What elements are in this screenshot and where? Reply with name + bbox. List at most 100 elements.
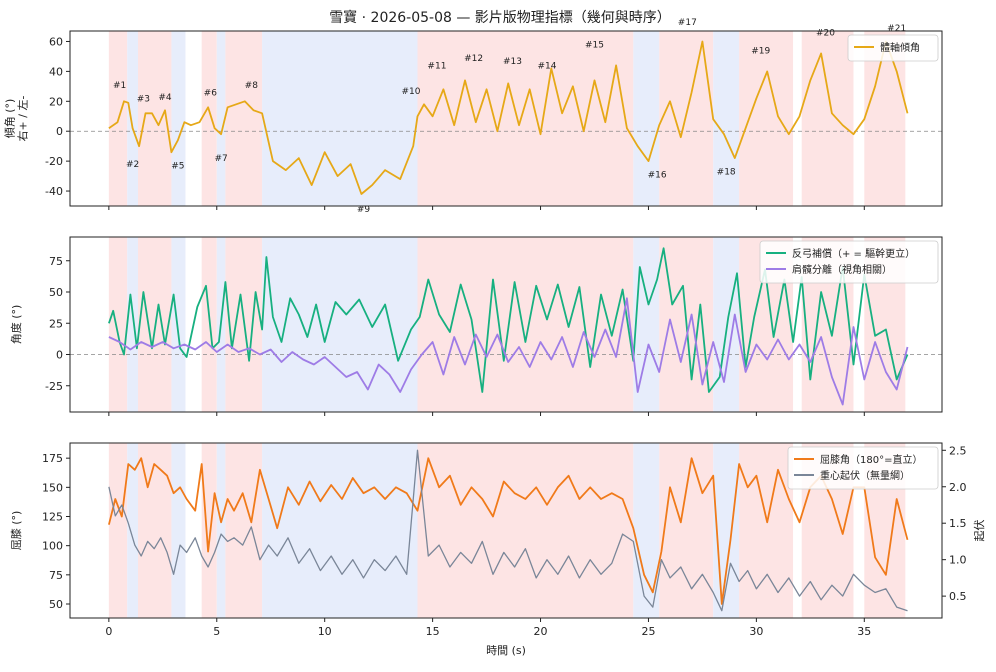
swing-marker-label: #19	[751, 46, 770, 56]
x-tick-label: 10	[318, 625, 332, 638]
panel-middle: -25 0 25 50 75 角度 (°) 反弓補償（+ = 驅幹更立） 肩髖分離（視角相關）	[9, 236, 943, 416]
swing-marker-label: #5	[171, 162, 184, 172]
swing-marker-label: #4	[158, 93, 172, 103]
swing-marker-label: #21	[887, 24, 906, 34]
swing-marker-label: #9	[357, 205, 371, 215]
phase-band-red	[417, 31, 634, 206]
legend-box	[787, 446, 939, 490]
phase-band-blue	[633, 237, 660, 412]
y-tick-label: 20	[49, 95, 63, 108]
phase-band-blue	[633, 443, 660, 618]
y-tick-label: 0	[56, 349, 63, 362]
legend-entry: 肩髖分離（視角相關）	[792, 263, 892, 276]
swing-marker-label: #2	[126, 160, 139, 170]
legend-entry: 重心起伏（無量綱）	[820, 469, 910, 482]
x-tick-label: 5	[213, 625, 220, 638]
y2-tick-label: 2.5	[949, 444, 967, 457]
y-tick-label: 50	[49, 286, 63, 299]
phase-band-red	[739, 443, 794, 618]
legend-box	[759, 240, 939, 284]
series-line-middle-0	[108, 247, 909, 393]
swing-marker-label: #3	[137, 94, 150, 104]
swing-marker-label: #12	[464, 54, 483, 64]
swing-marker-label: #13	[503, 57, 522, 67]
x-tick-label: 15	[426, 625, 440, 638]
x-tick-label: 35	[857, 625, 871, 638]
phase-band-blue	[127, 443, 138, 618]
swing-marker-label: #18	[717, 168, 736, 178]
series-line-bottom-1	[108, 449, 908, 612]
swing-marker-label: #6	[204, 88, 218, 98]
y-tick-label: -25	[45, 380, 63, 393]
phase-band-blue	[216, 443, 226, 618]
swing-marker-label: #14	[538, 61, 557, 71]
phase-band-blue	[262, 443, 418, 618]
y2-tick-label: 2.0	[949, 481, 967, 494]
y-axis-label: 屈膝 (°)	[10, 511, 23, 551]
phase-band-red	[225, 443, 263, 618]
figure-title: 雪寶 · 2026-05-08 — 影片版物理指標（幾何與時序）	[329, 10, 671, 26]
legend-entry: 屈膝角（180°=直立）	[820, 453, 922, 466]
y2-tick-label: 1.5	[949, 517, 967, 530]
panel-top: -40 -20 0 20 40 60 傾角 (°) 右+ / 左- #1 #2 #3 #4 #5 #6 #7…	[3, 18, 943, 215]
phase-band-red	[659, 443, 714, 618]
y-tick-label: 50	[49, 598, 63, 611]
phase-band-blue	[171, 31, 186, 206]
x-axis-label: 時間 (s)	[486, 644, 526, 657]
y-tick-label: 25	[49, 317, 63, 330]
phase-band-red	[417, 237, 634, 412]
legend-box	[847, 34, 939, 62]
x-tick-label: 0	[105, 625, 112, 638]
swing-marker-label: #11	[427, 61, 446, 71]
y2-axis-label: 起伏	[972, 520, 986, 542]
legend: 體軸傾角	[847, 34, 939, 62]
y-tick-label: 0	[56, 125, 63, 138]
swing-marker-label: #17	[678, 18, 697, 28]
phase-band-blue	[127, 237, 138, 412]
y2-tick-label: 0.5	[949, 590, 967, 603]
phase-band-red	[739, 31, 794, 206]
series-line-bottom-0	[108, 457, 909, 605]
legend: 反弓補償（+ = 驅幹更立） 肩髖分離（視角相關）	[759, 240, 939, 284]
phase-band-red	[201, 443, 217, 618]
series-line-top-0	[108, 40, 909, 195]
y-tick-label: -40	[45, 185, 63, 198]
phase-band-red	[801, 31, 854, 206]
y2-tick-label: 1.0	[949, 554, 967, 567]
phase-band-blue	[713, 237, 740, 412]
y-tick-label: 75	[49, 569, 63, 582]
swing-marker-label: #7	[214, 154, 227, 164]
swing-marker-label: #16	[648, 171, 667, 181]
x-tick-label: 20	[534, 625, 548, 638]
swing-marker-label: #20	[816, 28, 835, 38]
y-axis-label: 角度 (°)	[9, 305, 23, 345]
phase-band-blue	[171, 237, 186, 412]
phase-band-blue	[171, 443, 186, 618]
phase-band-blue	[633, 31, 660, 206]
phase-band-red	[108, 443, 128, 618]
x-tick-label: 30	[749, 625, 763, 638]
plot-frame	[69, 30, 943, 207]
plot-frame	[69, 236, 943, 413]
phase-band-blue	[127, 31, 138, 206]
plot-frame	[69, 442, 943, 619]
phase-band-blue	[262, 237, 418, 412]
x-tick-label: 25	[641, 625, 655, 638]
y-tick-label: 60	[49, 35, 63, 48]
y-tick-label: 125	[42, 511, 63, 524]
swing-marker-label: #15	[585, 40, 604, 50]
phase-band-red	[108, 237, 128, 412]
phase-band-blue	[262, 31, 418, 206]
y-tick-label: 175	[42, 452, 63, 465]
phase-band-red	[417, 443, 634, 618]
legend-entry: 反弓補償（+ = 驅幹更立）	[792, 247, 915, 260]
swing-marker-label: #8	[245, 81, 259, 91]
y-axis-label: 右+ / 左-	[16, 96, 30, 142]
y-tick-label: -20	[45, 155, 63, 168]
phase-band-red	[225, 31, 263, 206]
swing-marker-label: #1	[113, 81, 126, 91]
phase-band-blue	[216, 31, 226, 206]
y-tick-label: 75	[49, 255, 63, 268]
